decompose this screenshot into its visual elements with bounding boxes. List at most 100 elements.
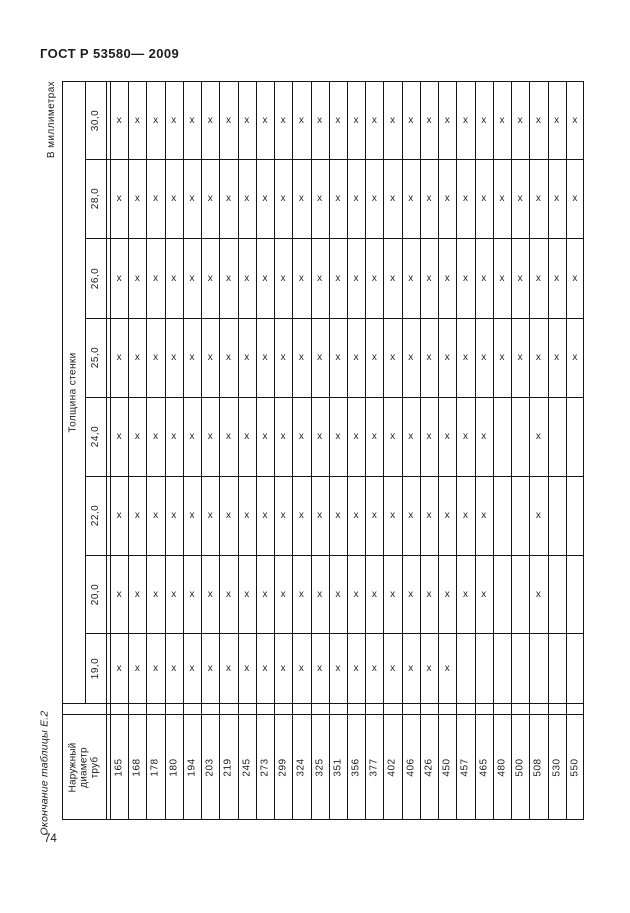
availability-mark: х [207,114,213,126]
availability-mark: х [335,352,341,363]
thickness-label-text: 19,0 [90,657,101,679]
availability-mark: х [462,193,468,204]
availability-mark: х [189,114,195,126]
column-line [438,81,440,820]
diameter-label: 406 [402,714,420,820]
thickness-label-text: 26,0 [90,267,101,289]
availability-mark: х [280,510,286,521]
column-line [310,81,312,820]
availability-mark: х [298,431,304,442]
availability-mark: х [335,662,341,674]
column-line [237,81,239,820]
availability-mark: х [335,193,341,204]
availability-mark: х [225,510,231,521]
availability-mark: х [225,588,231,600]
availability-mark: х [225,431,231,442]
diameter-label-text: 299 [277,757,289,777]
availability-mark: х [335,510,341,521]
availability-mark: х [408,510,414,521]
diameter-label: 500 [511,714,529,820]
diameter-label: 480 [493,714,511,820]
header-wall-thickness-text: Толщина стенки [68,351,80,433]
header-wall-thickness: Толщина стенки [62,81,85,703]
thickness-label: 19,0 [85,633,106,703]
column-line [383,81,385,820]
availability-mark: х [335,588,341,600]
availability-mark: х [189,662,195,674]
column-line [146,81,148,820]
availability-mark: х [171,352,177,363]
availability-mark: х [499,352,505,363]
availability-mark: х [371,588,377,600]
availability-mark: х [317,114,323,126]
availability-mark: х [262,588,268,600]
availability-mark: х [225,662,231,674]
availability-mark: х [116,662,122,674]
corner-header-text: Наружный диаметр труб [68,742,101,792]
page-number: 74 [44,833,57,845]
availability-mark: х [262,352,268,363]
availability-mark: х [535,588,541,600]
diameter-label-text: 508 [532,757,544,777]
column-line [474,81,476,820]
availability-mark: х [189,193,195,204]
availability-mark: х [554,193,560,204]
diameter-label-text: 168 [131,757,143,777]
availability-mark: х [335,114,341,126]
availability-mark: х [499,193,505,204]
availability-mark: х [353,431,359,442]
availability-mark: х [262,114,268,126]
availability-mark: х [390,352,396,363]
availability-mark: х [280,114,286,126]
thickness-label-text: 30,0 [90,109,101,131]
availability-mark: х [225,272,231,284]
diameter-label-text: 165 [113,757,125,777]
column-line [347,81,348,820]
diameter-label-text: 426 [423,757,435,777]
availability-mark: х [371,431,377,442]
thickness-label-text: 20,0 [90,583,101,605]
availability-mark: х [426,352,432,363]
diameter-label-text: 406 [405,757,417,777]
availability-mark: х [317,588,323,600]
availability-mark: х [244,510,250,521]
availability-mark: х [408,272,414,284]
availability-mark: х [189,272,195,284]
availability-mark: х [462,431,468,442]
availability-mark: х [225,352,231,363]
availability-mark: х [462,588,468,600]
availability-mark: х [462,352,468,363]
availability-mark: х [280,272,286,284]
diameter-label-text: 351 [332,757,344,777]
diameter-label-text: 377 [368,757,380,777]
availability-mark: х [426,193,432,204]
availability-mark: х [280,193,286,204]
availability-mark: х [189,588,195,600]
availability-mark: х [280,662,286,674]
availability-mark: х [353,510,359,521]
availability-mark: х [390,272,396,284]
diameter-label-text: 325 [314,757,326,777]
thickness-label-text: 25,0 [90,346,101,369]
availability-mark: х [371,272,377,284]
availability-mark: х [481,352,487,363]
diameter-label: 203 [201,714,219,820]
availability-mark: х [134,588,140,600]
diameter-label: 180 [165,714,183,820]
row-line [85,476,584,477]
availability-mark: х [317,431,323,442]
availability-mark: х [408,114,414,126]
availability-mark: х [280,352,286,363]
availability-mark: х [353,588,359,600]
row-line [85,159,584,160]
thickness-label: 24,0 [85,397,106,476]
availability-mark: х [207,431,213,442]
availability-mark: х [390,193,396,204]
availability-mark: х [481,588,487,600]
availability-mark: х [116,272,122,284]
column-line [328,81,330,820]
diameter-label: 508 [529,714,547,820]
row-line [85,318,584,319]
availability-mark: х [298,114,304,126]
table-continuation-caption-wrap: Окончание таблицы Е.2 [34,708,54,838]
